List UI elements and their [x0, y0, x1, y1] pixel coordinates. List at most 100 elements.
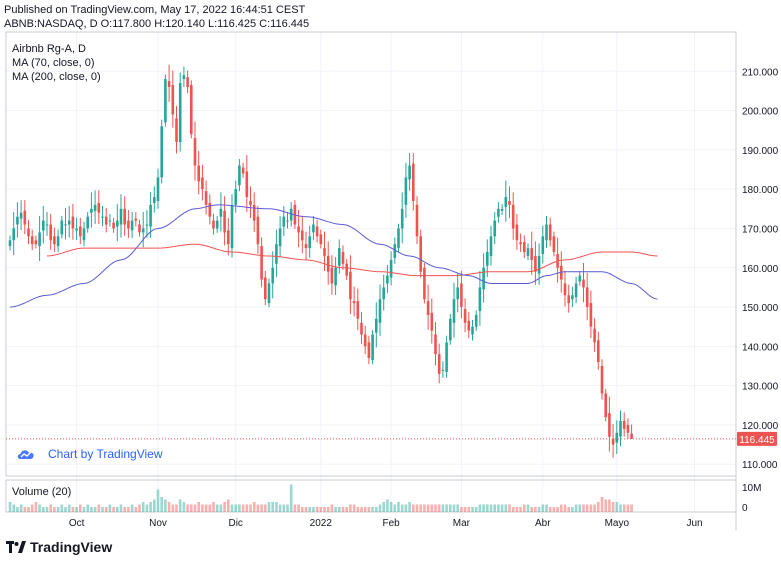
candle-body [412, 163, 415, 201]
candle-body [622, 420, 626, 429]
volume-bar [489, 504, 493, 512]
volume-pane-border [5, 479, 737, 513]
candle-body [508, 200, 511, 205]
candle-body [330, 267, 334, 284]
volume-bar [430, 504, 434, 512]
candle-body [119, 208, 123, 225]
volume-bar [49, 504, 52, 512]
candle-body [42, 220, 45, 231]
candle-body [523, 242, 526, 253]
candle-body [175, 118, 178, 143]
volume-bar [585, 504, 589, 512]
volume-bar [500, 504, 504, 512]
candle-body [275, 244, 278, 264]
volume-bar [375, 507, 378, 512]
badge-text[interactable]: Chart by TradingView [48, 447, 163, 461]
candle-body [56, 236, 60, 247]
volume-bar [382, 502, 385, 512]
volume-bar [178, 499, 182, 512]
volume-legend[interactable]: Volume (20) [12, 486, 72, 498]
candle-body [45, 224, 49, 226]
volume-bar [16, 507, 19, 512]
footer-brand-text: TradingView [30, 539, 113, 555]
candle-body [419, 236, 422, 272]
volume-bar [445, 504, 448, 512]
candle-body [12, 228, 15, 241]
candle-body [467, 320, 471, 331]
time-tick-label: Dic [228, 518, 242, 529]
volume-bar [119, 504, 123, 512]
candle-body [600, 365, 604, 394]
volume-bar [260, 504, 263, 512]
candle-body [245, 171, 249, 198]
volume-bar [523, 504, 526, 512]
candle-body [141, 228, 145, 233]
candle-body [301, 230, 304, 241]
candle-body [585, 287, 589, 308]
volume-bar [626, 504, 630, 512]
volume-bar [101, 507, 104, 512]
candle-body [53, 236, 56, 245]
volume-bar [138, 504, 141, 512]
candle-body [582, 279, 585, 288]
candle-body [164, 79, 167, 123]
candle-body [437, 354, 441, 374]
volume-bar [615, 502, 619, 512]
volume-bar [79, 504, 82, 512]
volume-bar [208, 504, 212, 512]
candle-body [8, 240, 12, 247]
volume-bar [597, 502, 600, 512]
candle-body [519, 242, 522, 245]
candle-body [282, 216, 286, 227]
volume-bars [8, 484, 633, 512]
volume-bar [545, 504, 548, 512]
volume-bar [578, 504, 582, 512]
volume-bar [415, 504, 419, 512]
candle-body [60, 220, 64, 235]
volume-bar [360, 507, 363, 512]
volume-bar [219, 504, 223, 512]
volume-bar [404, 504, 408, 512]
volume-bar [508, 504, 511, 512]
footer-brand[interactable]: TradingView [6, 539, 112, 555]
legend-ma70[interactable]: MA (70, close, 0) [12, 57, 95, 69]
volume-bar [223, 502, 226, 512]
candle-body [474, 314, 478, 327]
candle-body [349, 271, 352, 300]
candle-body [400, 208, 404, 229]
volume-bar [212, 502, 215, 512]
volume-bar [38, 504, 41, 512]
price-tick-label: 150.000 [742, 303, 779, 314]
volume-bar [497, 504, 500, 512]
last-price-marker: 116.445 [6, 431, 777, 446]
candle-body [156, 177, 160, 201]
volume-bar [34, 502, 38, 512]
candle-body [526, 248, 530, 256]
candle-body [312, 224, 315, 233]
volume-bar [622, 504, 626, 512]
candle-body [552, 236, 556, 253]
chart-by-tradingview-badge[interactable]: Chart by TradingView [16, 444, 163, 464]
candle-body [500, 208, 504, 211]
volume-bar [153, 499, 156, 512]
volume-bar [123, 507, 126, 512]
price-tick-label: 160.000 [742, 264, 779, 275]
candle-body [71, 216, 75, 229]
volume-bar [323, 507, 326, 512]
candle-body [304, 244, 308, 249]
candle-body [393, 244, 397, 258]
grid [6, 32, 736, 512]
volume-bar [182, 502, 186, 512]
candle-body [563, 283, 567, 296]
volume-bar [367, 507, 371, 512]
candle-body [67, 220, 71, 225]
volume-bar [108, 504, 112, 512]
legend-ma200[interactable]: MA (200, close, 0) [12, 71, 101, 83]
volume-bar [130, 504, 134, 512]
volume-bar [326, 507, 330, 512]
volume-bar [563, 504, 567, 512]
volume-bar [608, 499, 611, 512]
candle-body [227, 230, 230, 245]
volume-bar [156, 489, 160, 512]
